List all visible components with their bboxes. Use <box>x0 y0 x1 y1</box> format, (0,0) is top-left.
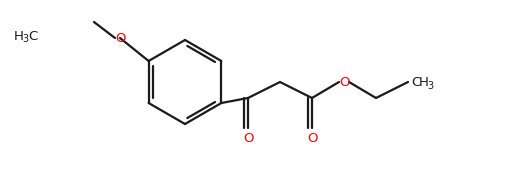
Text: C: C <box>28 30 37 42</box>
Text: O: O <box>115 32 125 45</box>
Text: O: O <box>307 131 317 144</box>
Text: 3: 3 <box>427 81 433 91</box>
Text: O: O <box>339 76 349 89</box>
Text: H: H <box>14 30 24 42</box>
Text: 3: 3 <box>22 34 28 44</box>
Text: H: H <box>419 76 429 89</box>
Text: C: C <box>411 76 420 89</box>
Text: O: O <box>243 131 253 144</box>
